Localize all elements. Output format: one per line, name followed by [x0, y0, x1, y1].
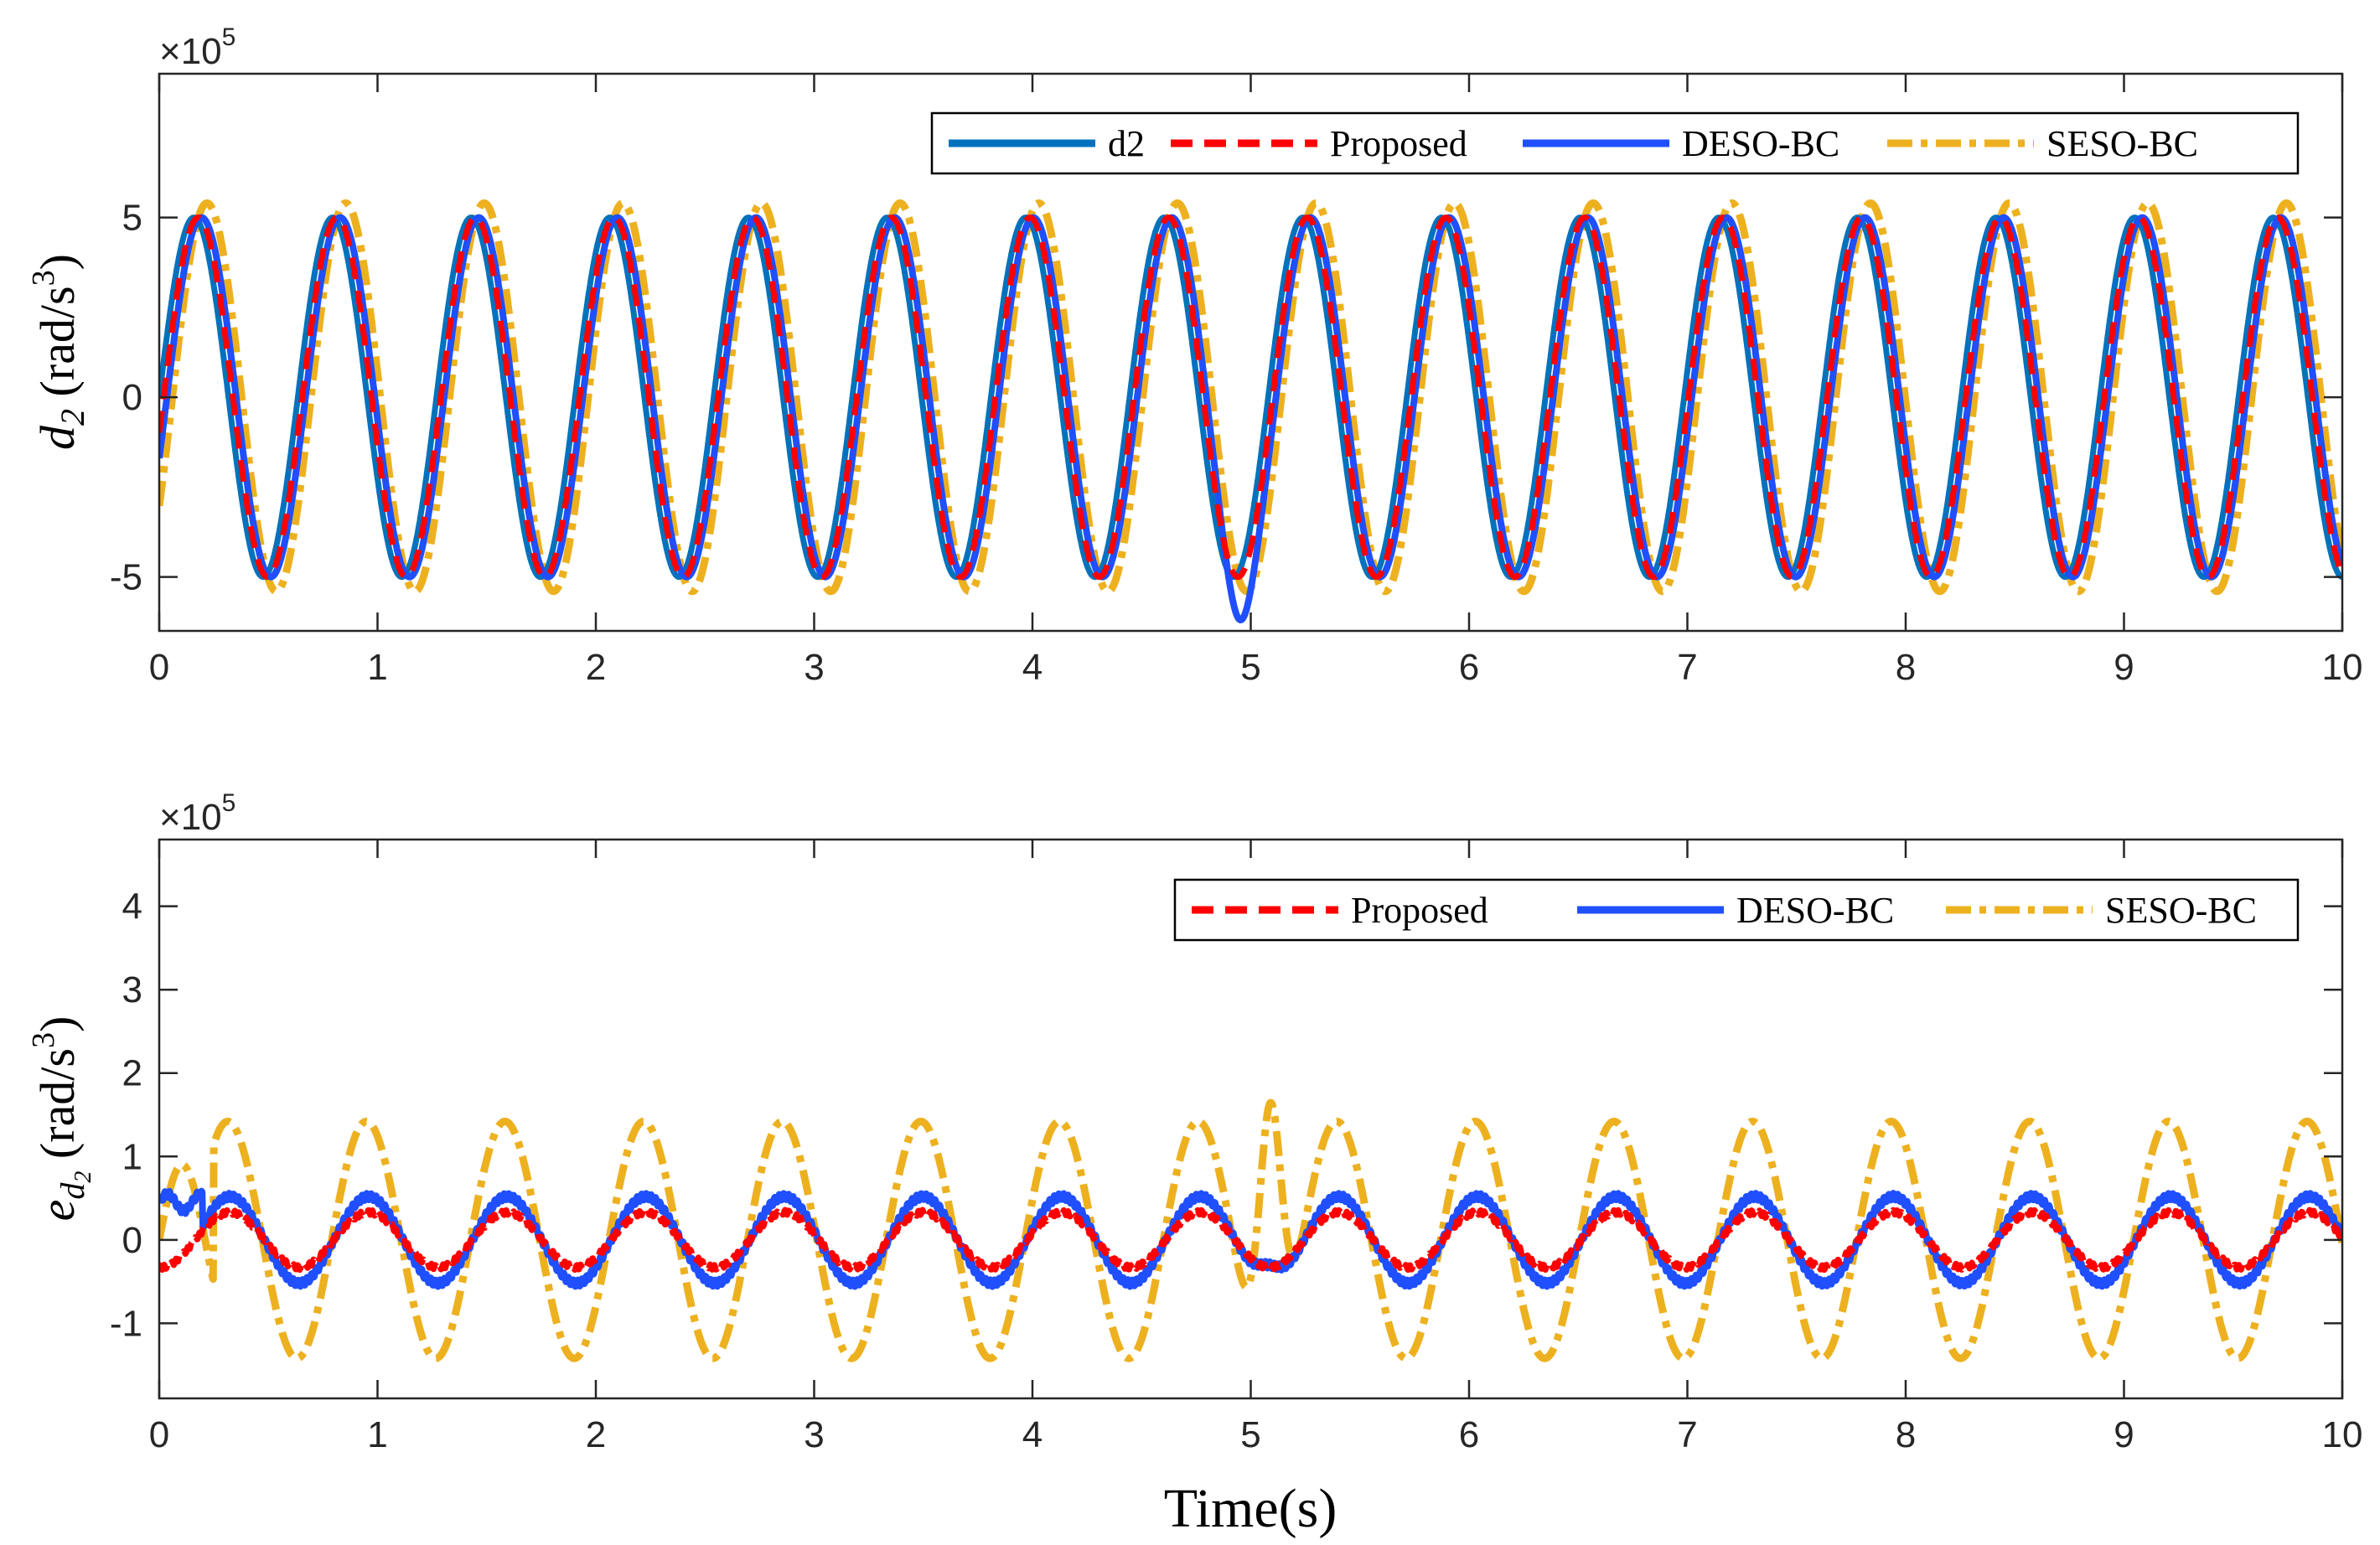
series-line-deso-bc — [159, 1187, 2342, 1290]
top-y-axis-label: d2 (rad/s3) — [26, 254, 91, 450]
y-tick-label: 5 — [122, 198, 142, 239]
legend-label: Proposed — [1351, 890, 1488, 931]
x-tick-label: 3 — [804, 647, 824, 688]
bottom-chart: ×105 0 1 2 3 4 5 6 7 8 9 10 -1 0 1 2 3 4 ed2 (rad/s3) Ti… — [26, 789, 2362, 1539]
top-ticks: 0 1 2 3 4 5 6 7 8 9 10 -5 0 5 — [110, 74, 2363, 688]
x-tick-label: 2 — [586, 1414, 606, 1455]
bottom-legend: Proposed DESO-BC SESO-BC — [1173, 878, 2300, 942]
series-line-deso-bc — [159, 214, 2342, 623]
x-tick-label: 10 — [2322, 647, 2363, 688]
x-tick-label: 4 — [1022, 1414, 1043, 1455]
legend-label: DESO-BC — [1682, 123, 1839, 164]
x-tick-label: 2 — [586, 647, 606, 688]
y-tick-label: 0 — [122, 377, 142, 418]
bottom-y-axis-label: ed2 (rad/s3) — [26, 1016, 96, 1222]
x-tick-label: 9 — [2114, 1414, 2134, 1455]
y-tick-label: 4 — [122, 886, 142, 928]
x-tick-label: 1 — [367, 1414, 387, 1455]
legend-box — [1173, 878, 2300, 942]
legend-label: d2 — [1108, 123, 1145, 164]
legend-label: DESO-BC — [1736, 890, 1894, 931]
y-tick-label: 0 — [122, 1220, 142, 1261]
x-tick-label: 7 — [1677, 647, 1697, 688]
y-tick-label: 2 — [122, 1053, 142, 1094]
x-tick-label: 0 — [149, 1414, 169, 1455]
legend-label: SESO-BC — [2046, 123, 2198, 164]
legend-label: Proposed — [1330, 123, 1467, 164]
y-tick-label: 1 — [122, 1136, 142, 1177]
series-line-seso-bc — [159, 1098, 2342, 1362]
x-tick-label: 5 — [1240, 1414, 1260, 1455]
x-tick-label: 5 — [1240, 647, 1260, 688]
top-legend: d2 Proposed DESO-BC SESO-BC — [930, 111, 2300, 175]
y-tick-label: -1 — [110, 1303, 142, 1344]
x-tick-label: 6 — [1459, 647, 1479, 688]
x-tick-label: 7 — [1677, 1414, 1697, 1455]
x-tick-label: 8 — [1896, 1414, 1916, 1455]
x-tick-label: 3 — [804, 1414, 824, 1455]
top-chart: ×105 0 1 2 3 4 5 6 7 8 9 10 -5 0 5 d2 (rad/s3) d2 Prop… — [26, 23, 2362, 688]
top-plot-area — [159, 199, 2342, 623]
legend-label: SESO-BC — [2105, 890, 2257, 931]
x-tick-label: 9 — [2114, 647, 2134, 688]
series-line-d2 — [159, 214, 2342, 581]
y-tick-label: 3 — [122, 969, 142, 1010]
bottom-ticks: 0 1 2 3 4 5 6 7 8 9 10 -1 0 1 2 3 4 — [110, 840, 2363, 1455]
bottom-x-axis-label: Time(s) — [1164, 1478, 1337, 1539]
x-tick-label: 4 — [1022, 647, 1043, 688]
x-tick-label: 6 — [1459, 1414, 1479, 1455]
series-line-proposed — [159, 214, 2342, 581]
x-tick-label: 8 — [1896, 647, 1916, 688]
x-tick-label: 0 — [149, 647, 169, 688]
y-tick-label: -5 — [110, 557, 142, 598]
bottom-exponent-label: ×105 — [159, 789, 235, 838]
x-tick-label: 10 — [2322, 1414, 2363, 1455]
series-line-proposed — [159, 1207, 2342, 1274]
x-tick-label: 1 — [367, 647, 387, 688]
bottom-plot-area — [159, 1098, 2342, 1362]
top-exponent-label: ×105 — [159, 23, 235, 72]
